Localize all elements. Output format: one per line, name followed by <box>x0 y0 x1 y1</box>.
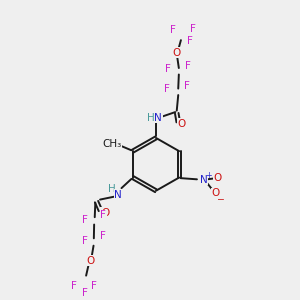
Text: N: N <box>200 175 207 185</box>
Text: F: F <box>185 61 191 71</box>
Text: F: F <box>170 25 176 35</box>
Text: O: O <box>211 188 220 198</box>
Text: N: N <box>114 190 122 200</box>
Text: O: O <box>86 256 95 266</box>
Text: H: H <box>147 113 154 123</box>
Text: O: O <box>101 208 109 218</box>
Text: F: F <box>71 280 77 291</box>
Text: F: F <box>100 231 105 241</box>
Text: F: F <box>82 288 88 298</box>
Text: O: O <box>214 173 222 183</box>
Text: O: O <box>172 48 181 58</box>
Text: F: F <box>164 84 170 94</box>
Text: F: F <box>184 81 190 91</box>
Text: F: F <box>92 280 98 291</box>
Text: F: F <box>82 215 88 225</box>
Text: F: F <box>188 36 194 46</box>
Text: N: N <box>154 113 162 123</box>
Text: F: F <box>165 64 170 74</box>
Text: CH₃: CH₃ <box>102 139 122 149</box>
Text: F: F <box>190 24 196 34</box>
Text: +: + <box>206 171 212 180</box>
Text: F: F <box>82 236 88 246</box>
Text: F: F <box>100 210 106 220</box>
Text: −: − <box>218 194 225 203</box>
Text: O: O <box>178 119 186 129</box>
Text: H: H <box>107 184 115 194</box>
